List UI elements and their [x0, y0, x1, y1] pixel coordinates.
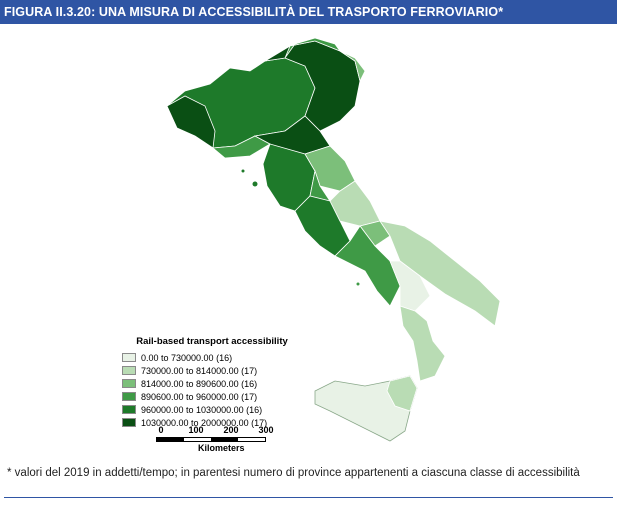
scale-tick: 300 [258, 425, 274, 435]
island-small [241, 169, 245, 173]
legend: Rail-based transport accessibility 0.00 … [122, 336, 302, 429]
legend-label: 960000.00 to 1030000.00 (16) [141, 404, 263, 415]
legend-swatch [122, 353, 136, 362]
region-piedmont-west [166, 95, 216, 149]
scale-bar-graphic [156, 437, 266, 442]
scale-tick: 200 [223, 425, 239, 435]
island-elba [252, 181, 258, 187]
italy-accessibility-map [166, 37, 501, 442]
divider [4, 497, 613, 498]
legend-swatch [122, 379, 136, 388]
legend-item: 0.00 to 730000.00 (16) [122, 351, 302, 364]
scale-unit: Kilometers [198, 443, 245, 453]
region-friuli [339, 50, 366, 83]
scale-tick-labels: 0 100 200 300 [148, 425, 288, 436]
legend-swatch [122, 405, 136, 414]
legend-item: 814000.00 to 890600.00 (16) [122, 377, 302, 390]
legend-label: 730000.00 to 814000.00 (17) [141, 365, 258, 376]
legend-swatch [122, 366, 136, 375]
legend-swatch [122, 392, 136, 401]
legend-item: 1030000.00 to 2000000.00 (17) [122, 416, 302, 429]
legend-swatch [122, 418, 136, 427]
scale-bar: 0 100 200 300 Kilometers [148, 425, 288, 453]
island-capri [356, 282, 360, 286]
legend-item: 890600.00 to 960000.00 (17) [122, 390, 302, 403]
scale-tick: 0 [158, 425, 164, 435]
legend-label: 814000.00 to 890600.00 (16) [141, 378, 258, 389]
legend-label: 890600.00 to 960000.00 (17) [141, 391, 258, 402]
legend-item: 730000.00 to 814000.00 (17) [122, 364, 302, 377]
legend-label: 1030000.00 to 2000000.00 (17) [141, 417, 268, 428]
figure-title: FIGURA II.3.20: UNA MISURA DI ACCESSIBIL… [0, 0, 617, 24]
region-basilicata [389, 260, 431, 312]
footnote: * valori del 2019 in addetti/tempo; in p… [7, 467, 580, 479]
region-marche [304, 145, 356, 192]
region-sicily-east [386, 375, 418, 412]
legend-item: 960000.00 to 1030000.00 (16) [122, 403, 302, 416]
region-campania [334, 225, 401, 307]
region-calabria [399, 305, 446, 382]
legend-label: 0.00 to 730000.00 (16) [141, 352, 233, 363]
region-alps-north [284, 37, 342, 59]
legend-title: Rail-based transport accessibility [136, 336, 288, 347]
scale-tick: 100 [188, 425, 204, 435]
